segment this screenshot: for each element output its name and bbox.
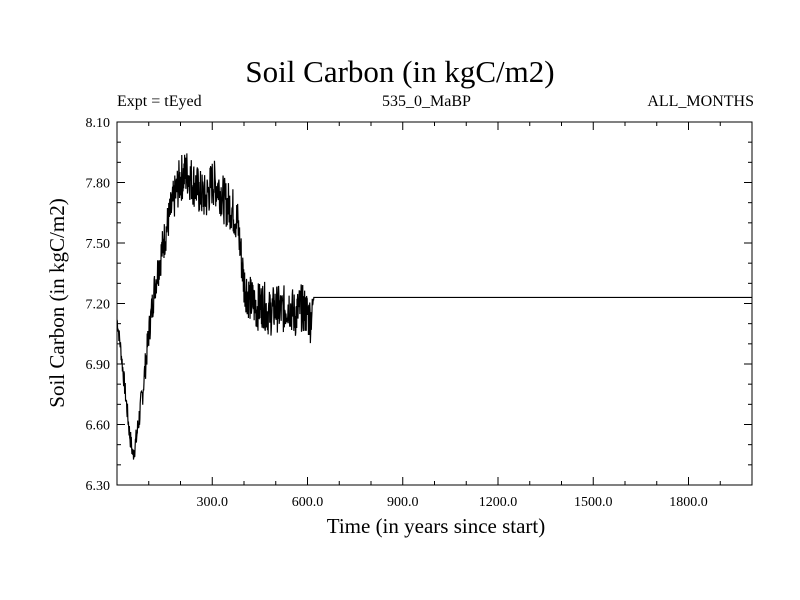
x-tick-label: 300.0 [197, 495, 229, 510]
months-label: ALL_MONTHS [647, 93, 754, 110]
experiment-label: Expt = tEyed [117, 93, 202, 110]
y-tick-label: 6.60 [86, 419, 111, 434]
y-axis-label: Soil Carbon (in kgC/m2) [45, 198, 69, 407]
y-tick-label: 6.90 [86, 358, 111, 373]
soil-carbon-line [116, 153, 752, 460]
x-tick-label: 1800.0 [669, 495, 708, 510]
y-tick-label: 7.80 [86, 177, 111, 192]
x-tick-label: 1500.0 [574, 495, 613, 510]
y-tick-label: 7.50 [86, 237, 111, 252]
period-label: 535_0_MaBP [382, 93, 471, 110]
plot-layer [116, 153, 752, 460]
y-tick-label: 8.10 [86, 116, 111, 131]
x-tick-label: 600.0 [292, 495, 324, 510]
chart-title: Soil Carbon (in kgC/m2) [245, 54, 555, 89]
y-tick-label: 6.30 [86, 479, 111, 494]
x-tick-label: 900.0 [387, 495, 419, 510]
x-tick-label: 1200.0 [479, 495, 518, 510]
x-axis-label: Time (in years since start) [327, 514, 546, 538]
y-tick-label: 7.20 [86, 298, 111, 313]
axes-layer: 300.0 600.0 900.0 1200.0 1500.0 1800.0 6.30 6.6… [86, 116, 753, 510]
